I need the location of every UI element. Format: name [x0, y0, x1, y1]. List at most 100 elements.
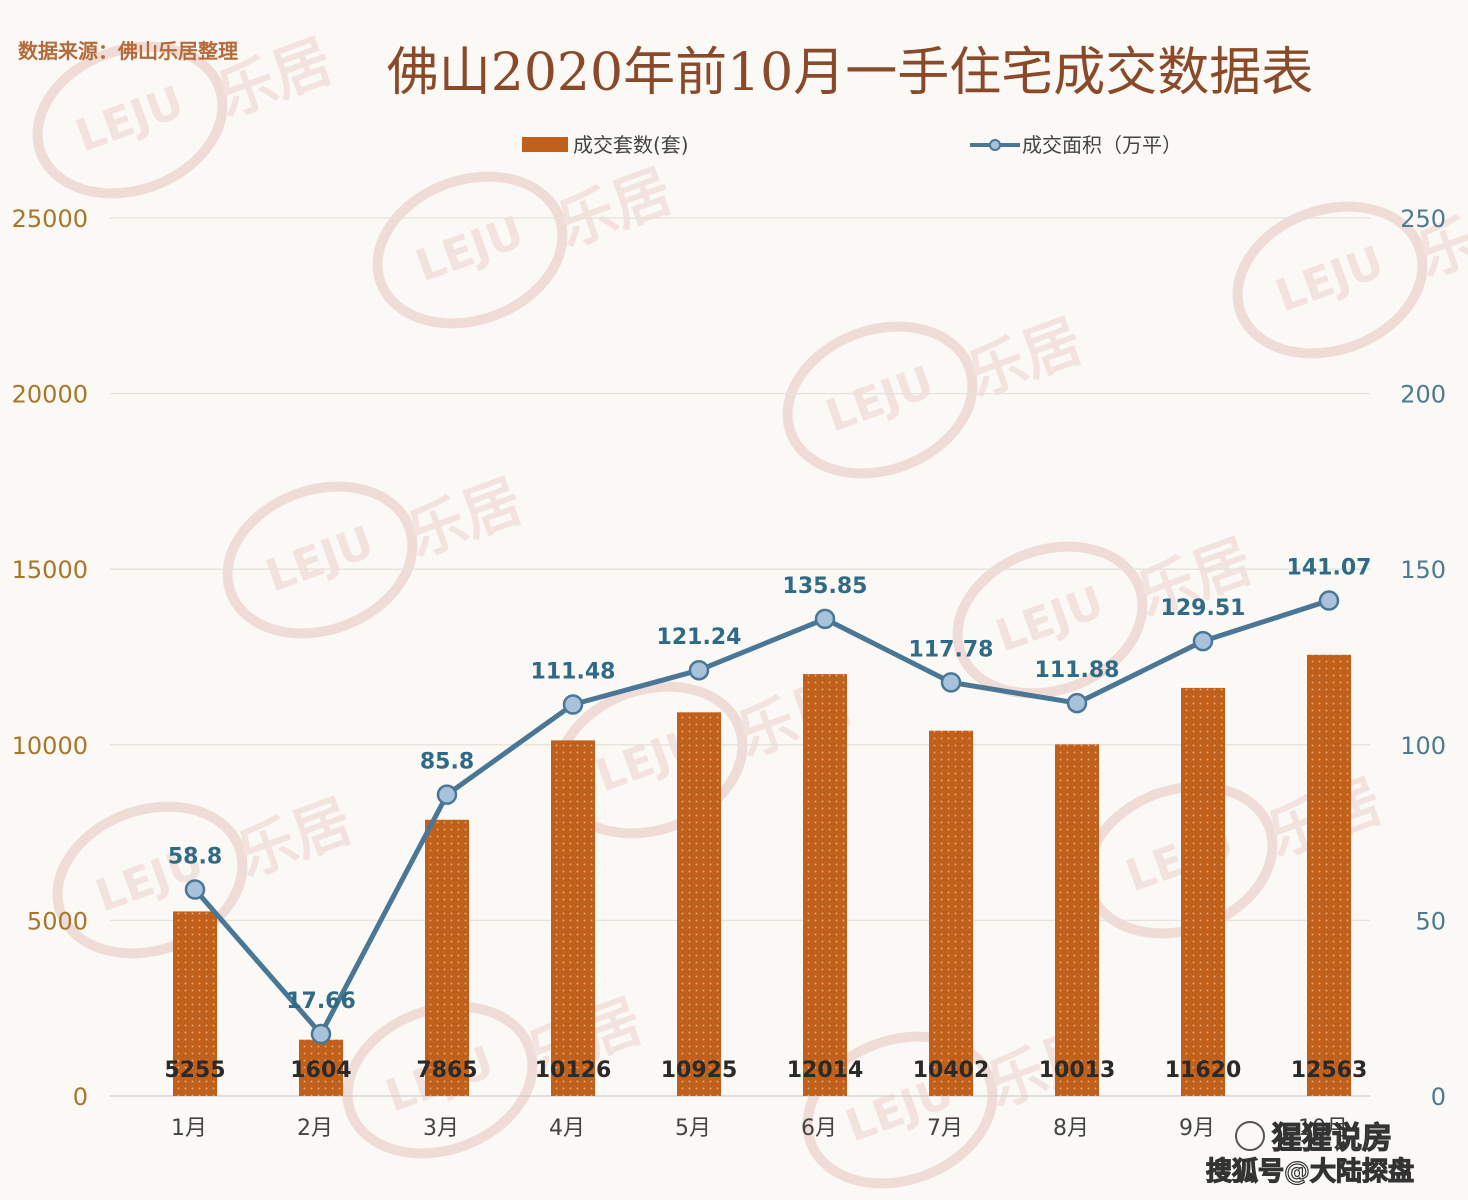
bar-data-label: 12014	[787, 1058, 864, 1083]
x-tick-label: 7月	[927, 1116, 963, 1141]
watermark-ring	[342, 1001, 538, 1159]
right-tick-label: 150	[1400, 556, 1446, 584]
watermark-ring	[782, 321, 978, 479]
right-tick-label: 200	[1400, 381, 1446, 409]
line-data-label: 141.07	[1287, 556, 1372, 581]
watermark-ring	[32, 41, 228, 199]
bar	[677, 712, 721, 1096]
watermark-logo-text: LEJU	[819, 357, 940, 443]
line-point	[562, 694, 584, 715]
legend-line-marker	[989, 139, 1001, 151]
x-tick-label: 5月	[675, 1116, 711, 1141]
line-point	[436, 784, 458, 805]
legend-bar-label: 成交套数(套)	[573, 133, 689, 157]
legend-line-label: 成交面积（万平）	[1022, 133, 1182, 157]
watermark-logo-text: LEJU	[989, 577, 1110, 663]
bar-data-label: 10013	[1039, 1058, 1116, 1083]
bar	[803, 674, 847, 1096]
line-data-label: 111.48	[531, 659, 616, 684]
line-data-label: 129.51	[1161, 596, 1246, 621]
watermark-logo-text: LEJU	[409, 207, 530, 293]
bar-data-label: 10402	[913, 1058, 990, 1083]
bar	[551, 740, 595, 1096]
left-tick-label: 25000	[12, 205, 88, 233]
line-point	[1066, 692, 1088, 714]
line-data-label: 111.88	[1035, 658, 1120, 683]
left-tick-label: 15000	[12, 556, 88, 584]
x-tick-label: 9月	[1179, 1116, 1215, 1141]
bar	[425, 819, 469, 1096]
left-tick-label: 10000	[12, 732, 88, 760]
bar-data-label: 1604	[290, 1058, 351, 1083]
line-point	[1318, 590, 1340, 611]
watermark-logo-text: LEJU	[69, 77, 190, 163]
line-point	[940, 672, 962, 693]
x-tick-label: 8月	[1053, 1116, 1089, 1141]
watermark-brand-text: 乐居	[548, 156, 680, 260]
left-axis: 0 5000 10000 15000 20000 25000	[12, 205, 88, 1111]
line-point	[310, 1023, 332, 1045]
watermark-logo-text: LEJU	[1269, 237, 1390, 323]
x-tick-label: 6月	[801, 1116, 837, 1141]
x-axis: 1月 2月 3月 4月 5月 6月 7月 8月 9月 10月	[171, 1116, 1348, 1141]
corner-watermark-line1: 猩猩说房	[1272, 1121, 1392, 1156]
bar-data-label: 10126	[535, 1058, 612, 1083]
bar-series: 5255 1604 7865 10126 10925 12014 10402 10013 116…	[164, 654, 1368, 1096]
line-data-label: 58.8	[168, 844, 222, 869]
x-tick-label: 10月	[1298, 1116, 1348, 1141]
x-tick-label: 4月	[549, 1116, 585, 1141]
watermark-ring	[1232, 201, 1428, 359]
bar	[1055, 744, 1099, 1096]
chart-title: 佛山2020年前10月一手住宅成交数据表	[387, 43, 1314, 103]
watermark-logo-text: LEJU	[259, 517, 380, 603]
gridlines	[110, 217, 1370, 1097]
right-tick-label: 250	[1400, 205, 1446, 233]
x-tick-label: 2月	[297, 1116, 333, 1141]
watermark-brand-text: 乐居	[228, 786, 360, 890]
corner-watermark-line2: 搜狐号@大陆探盘	[1206, 1156, 1414, 1187]
legend-bar-swatch	[522, 137, 568, 152]
bar-data-label: 11620	[1165, 1058, 1242, 1083]
line-data-label: 135.85	[783, 574, 868, 599]
line-data-label: 121.24	[657, 625, 742, 650]
watermark-ring	[952, 541, 1148, 699]
line-data-label: 117.78	[909, 637, 994, 662]
corner-watermark: 猩猩说房 搜狐号@大陆探盘	[1205, 1120, 1414, 1187]
line-point	[688, 659, 710, 681]
watermark-brand-text: 乐居	[398, 466, 530, 570]
watermark-ring	[222, 481, 418, 639]
left-tick-label: 20000	[12, 381, 88, 409]
right-tick-label: 50	[1415, 907, 1446, 935]
left-tick-label: 0	[73, 1083, 88, 1111]
line-data-label: 85.8	[420, 750, 474, 775]
line-series: 58.8 17.66 85.8 111.48 121.24 135.85 117.78 111…	[168, 556, 1372, 1045]
left-tick-label: 5000	[27, 907, 88, 935]
watermark-ring	[802, 1031, 998, 1189]
line-point	[184, 879, 206, 900]
wechat-icon	[1235, 1121, 1265, 1151]
bar	[1181, 687, 1225, 1096]
bar	[173, 911, 217, 1096]
bar-data-label: 12563	[1291, 1058, 1368, 1083]
right-axis: 0 50 100 150 200 250	[1400, 205, 1446, 1111]
bar	[929, 730, 973, 1096]
line-point	[1192, 630, 1214, 652]
x-tick-label: 3月	[423, 1116, 459, 1141]
source-note: 数据来源：佛山乐居整理	[18, 39, 238, 63]
bar	[299, 1039, 343, 1096]
line-data-label: 17.66	[286, 989, 356, 1014]
bar	[1307, 654, 1351, 1096]
bar-data-label: 7865	[416, 1058, 477, 1083]
right-tick-label: 100	[1400, 732, 1446, 760]
bar-data-label: 5255	[164, 1058, 225, 1083]
watermark-brand-text: 乐居	[958, 306, 1090, 410]
bar-data-label: 10925	[661, 1058, 738, 1083]
right-tick-label: 0	[1431, 1083, 1446, 1111]
line-point	[814, 608, 836, 630]
